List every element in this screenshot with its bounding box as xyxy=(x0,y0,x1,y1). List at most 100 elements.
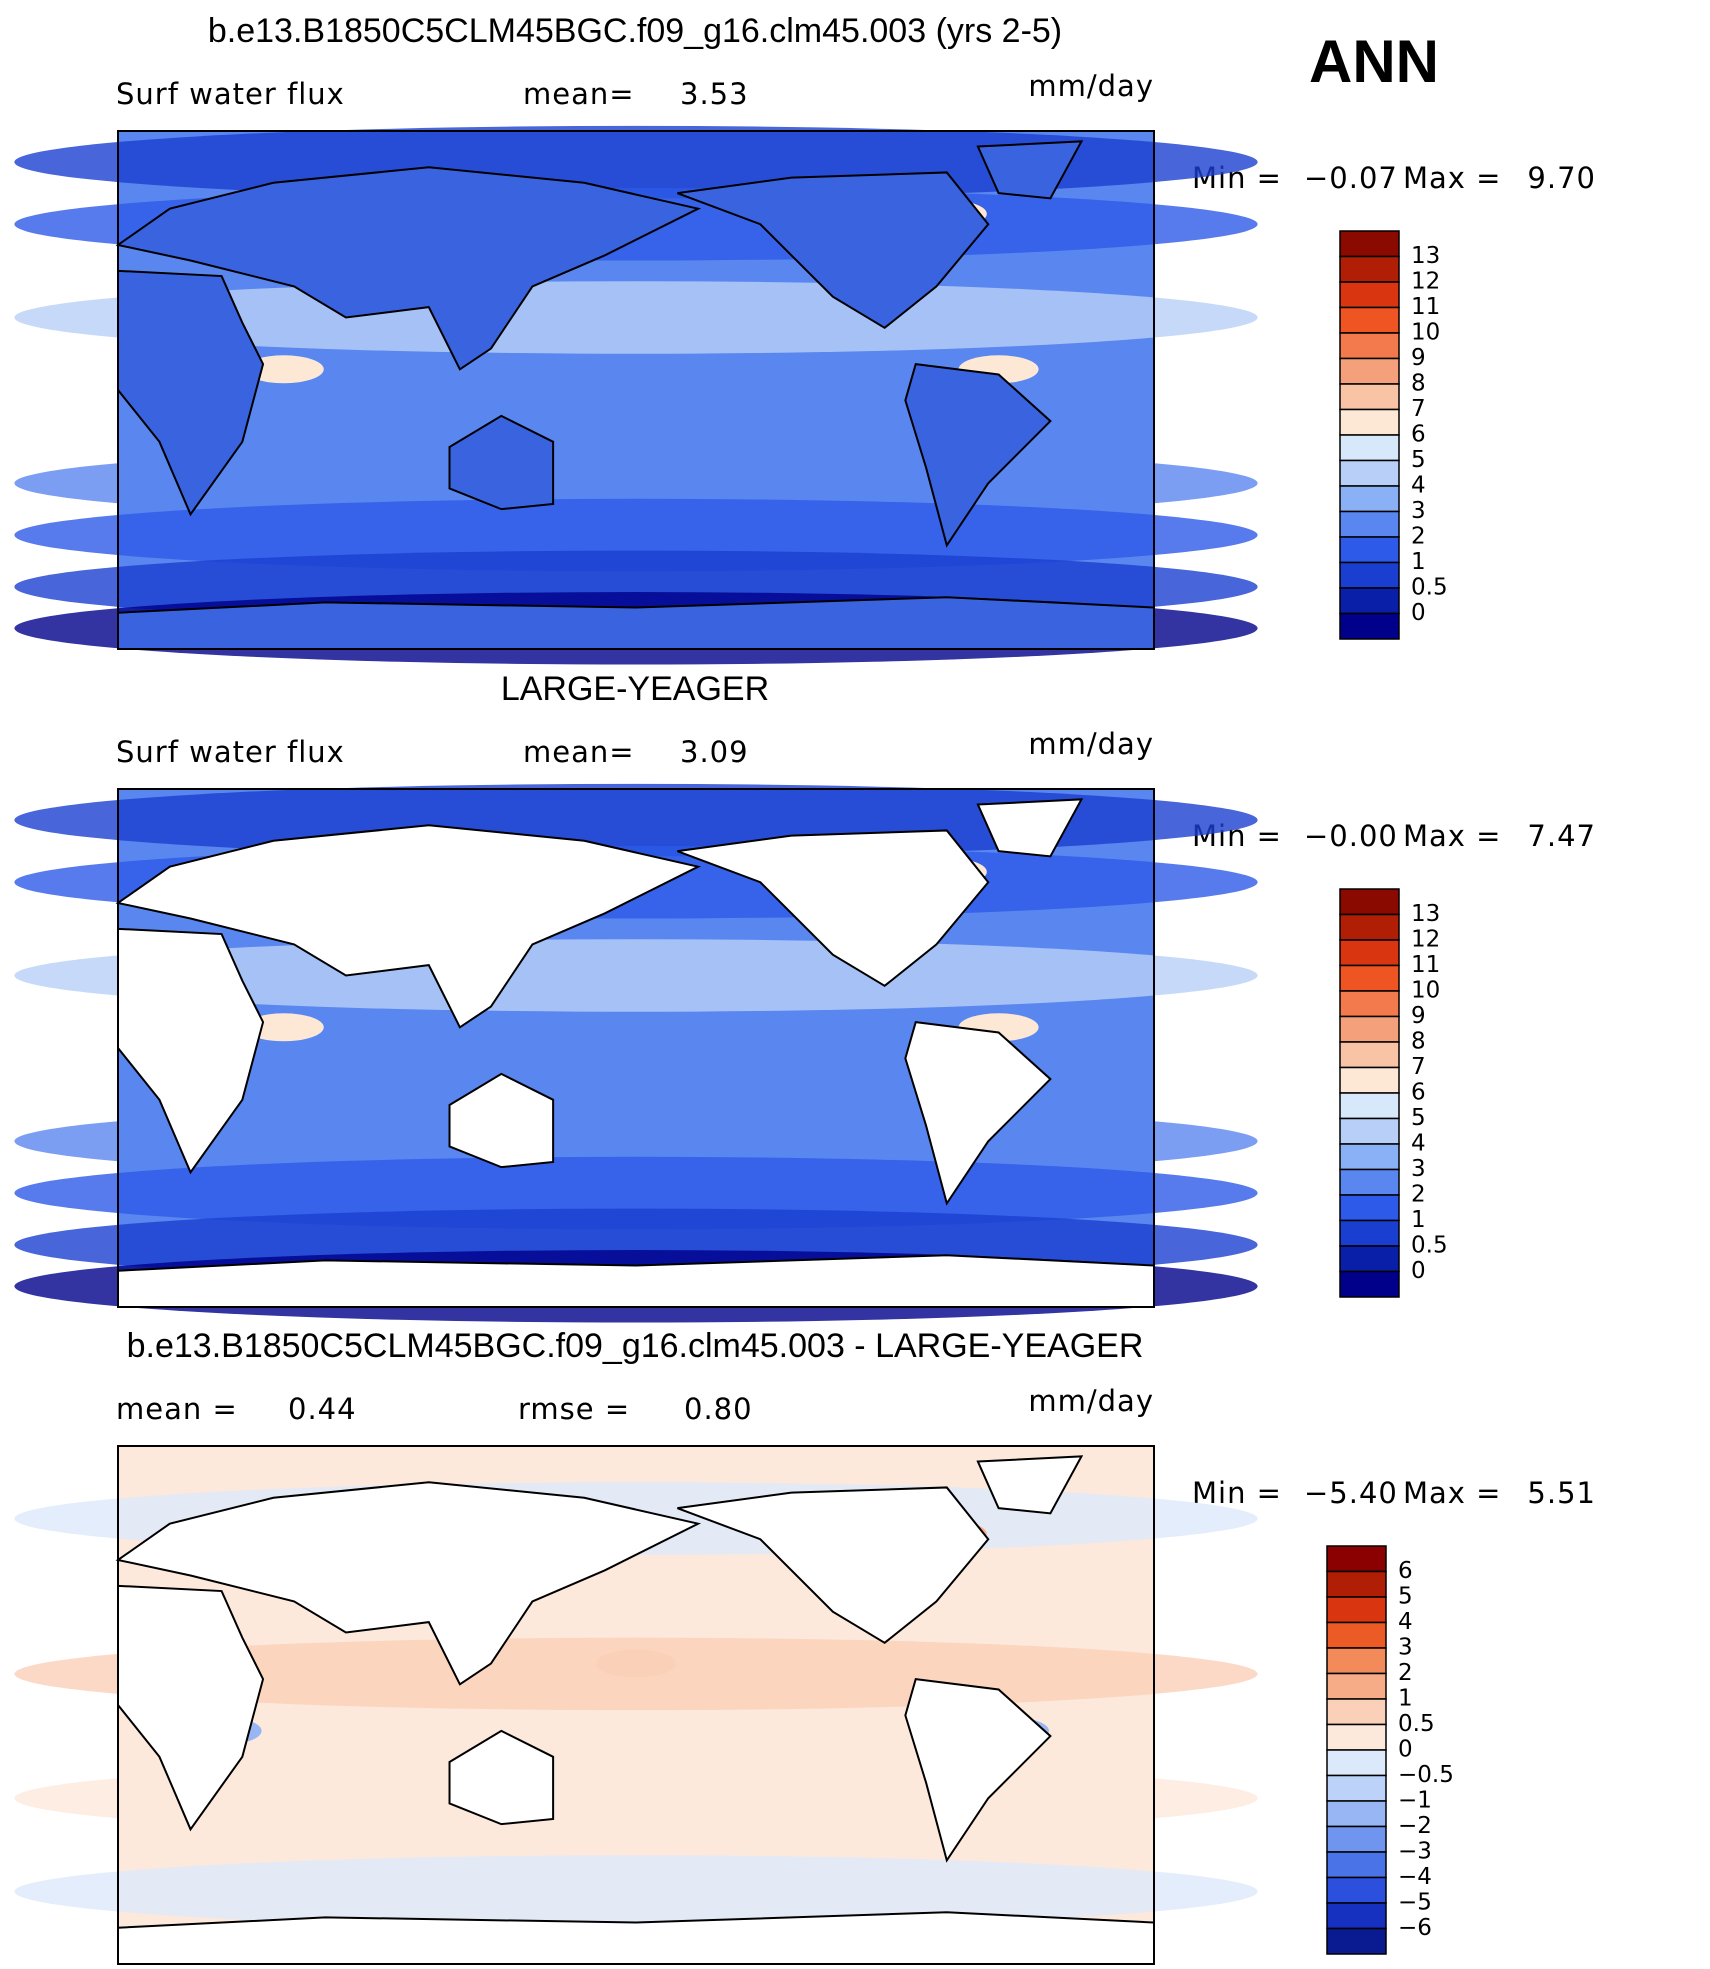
units-label: mm/day xyxy=(1028,727,1154,761)
colorbar-label: 13 xyxy=(1411,901,1440,927)
colorbar-label: 4 xyxy=(1411,1131,1426,1157)
colorbar-box xyxy=(1339,587,1400,615)
field-spot xyxy=(596,1649,676,1678)
colorbar-box xyxy=(1339,357,1400,385)
colorbar-box xyxy=(1326,1825,1387,1853)
land xyxy=(904,363,1052,548)
land xyxy=(115,166,702,371)
colorbar-box xyxy=(1339,1092,1400,1120)
colorbar-label: 5 xyxy=(1398,1584,1413,1610)
stat-value: 0.44 xyxy=(288,1392,357,1426)
variable-label: Surf water flux xyxy=(116,77,345,111)
colorbar-box xyxy=(1339,332,1400,360)
colorbar-label: 4 xyxy=(1411,473,1426,499)
colorbar-box xyxy=(1326,1927,1387,1955)
colorbar-box xyxy=(1339,913,1400,941)
colorbar-box xyxy=(1326,1698,1387,1726)
colorbar-label: 12 xyxy=(1411,269,1440,295)
colorbar-label: 0.5 xyxy=(1398,1711,1435,1737)
colorbar-label: 3 xyxy=(1411,498,1426,524)
land xyxy=(904,1678,1052,1863)
colorbar-box xyxy=(1326,1647,1387,1675)
colorbar-label: 12 xyxy=(1411,927,1440,953)
colorbar-box xyxy=(1326,1851,1387,1879)
colorbar-box xyxy=(1339,230,1400,258)
colorbar-label: 7 xyxy=(1411,396,1426,422)
panel-title: LARGE-YEAGER xyxy=(501,670,769,708)
colorbar-box xyxy=(1339,434,1400,462)
min-value: −5.40 xyxy=(1304,1476,1398,1510)
colorbar-label: 10 xyxy=(1411,320,1440,346)
colorbar-label: 11 xyxy=(1411,952,1440,978)
colorbar-box xyxy=(1339,1143,1400,1171)
colorbar-box xyxy=(1326,1774,1387,1802)
colorbar-label: 7 xyxy=(1411,1054,1426,1080)
colorbar-box xyxy=(1339,536,1400,564)
colorbar-label: 2 xyxy=(1411,1182,1426,1208)
colorbar-label: −1 xyxy=(1398,1788,1432,1814)
land xyxy=(117,927,265,1175)
colorbar-label: 8 xyxy=(1411,1029,1426,1055)
stat-value: 3.53 xyxy=(680,77,749,111)
colorbar-box xyxy=(1326,1570,1387,1598)
colorbar-label: −6 xyxy=(1398,1915,1432,1941)
land xyxy=(976,798,1084,858)
stat-value: 3.09 xyxy=(680,735,749,769)
colorbar-box xyxy=(1339,1219,1400,1247)
colorbar-label: 1 xyxy=(1398,1686,1413,1712)
field-spot xyxy=(243,1013,324,1042)
colorbar-label: 9 xyxy=(1411,1003,1426,1029)
colorbar-label: 0 xyxy=(1411,600,1426,626)
colorbar-label: 0.5 xyxy=(1411,1233,1448,1259)
colorbar-box xyxy=(1339,281,1400,309)
stat-value: 0.80 xyxy=(684,1392,753,1426)
field-spot xyxy=(243,355,324,384)
colorbar-box xyxy=(1339,383,1400,411)
colorbar-box xyxy=(1326,1545,1387,1573)
stat-label: mean= xyxy=(523,735,635,769)
colorbar-box xyxy=(1339,1194,1400,1222)
colorbar-label: 13 xyxy=(1411,243,1440,269)
max-value: 5.51 xyxy=(1527,1476,1596,1510)
colorbar-box xyxy=(1326,1596,1387,1624)
colorbar-label: −0.5 xyxy=(1398,1762,1454,1788)
land xyxy=(117,269,265,517)
land xyxy=(677,171,990,330)
colorbar-box xyxy=(1326,1876,1387,1904)
colorbar-box xyxy=(1339,1041,1400,1069)
map-frame xyxy=(117,1445,1155,1965)
colorbar-label: −3 xyxy=(1398,1839,1432,1865)
colorbar-label: 9 xyxy=(1411,345,1426,371)
colorbar-box xyxy=(1339,888,1400,916)
colorbar-box xyxy=(1339,306,1400,334)
max-label: Max = xyxy=(1403,1476,1501,1510)
colorbar-box xyxy=(1339,1245,1400,1273)
map xyxy=(14,783,1258,1323)
colorbar-label: 1 xyxy=(1411,549,1426,575)
land xyxy=(448,1072,555,1169)
variable-label: Surf water flux xyxy=(116,735,345,769)
colorbar-box xyxy=(1339,1066,1400,1094)
season-label: ANN xyxy=(1309,28,1439,95)
colorbar-box xyxy=(1339,485,1400,513)
colorbar-label: 8 xyxy=(1411,371,1426,397)
stat-label: rmse = xyxy=(518,1392,630,1426)
land xyxy=(115,824,702,1029)
panel-title: b.e13.B1850C5CLM45BGC.f09_g16.clm45.003 … xyxy=(208,12,1062,50)
stat-label: mean= xyxy=(523,77,635,111)
land xyxy=(117,1584,265,1832)
units-label: mm/day xyxy=(1028,1384,1154,1418)
max-label: Max = xyxy=(1403,161,1501,195)
colorbar-label: 5 xyxy=(1411,447,1426,473)
colorbar-label: 6 xyxy=(1411,422,1426,448)
colorbar-label: 6 xyxy=(1411,1080,1426,1106)
min-value: −0.07 xyxy=(1304,161,1398,195)
colorbar-label: 11 xyxy=(1411,294,1440,320)
colorbar-box xyxy=(1326,1749,1387,1777)
colorbar-box xyxy=(1339,255,1400,283)
colorbar-box xyxy=(1339,1117,1400,1145)
colorbar-box xyxy=(1339,1015,1400,1043)
map xyxy=(14,125,1258,665)
max-value: 9.70 xyxy=(1527,161,1596,195)
